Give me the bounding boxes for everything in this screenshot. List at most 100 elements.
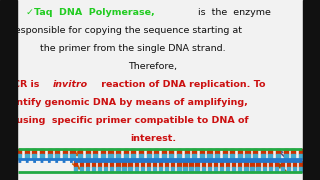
Bar (80, 167, 83, 172)
Bar (208, 167, 211, 172)
Bar (74, 167, 77, 172)
Bar (220, 161, 223, 167)
Text: interest.: interest. (130, 134, 176, 143)
Bar (147, 167, 150, 172)
Bar (281, 167, 284, 172)
Bar (122, 161, 126, 167)
Bar (140, 161, 144, 167)
Bar (202, 167, 205, 172)
Bar (263, 167, 266, 172)
Bar (253, 154, 257, 159)
Bar (162, 148, 166, 154)
Bar (261, 148, 265, 154)
Bar (165, 167, 168, 172)
Bar (86, 167, 89, 172)
Bar (299, 167, 302, 172)
Bar (48, 154, 52, 159)
Bar (291, 154, 295, 159)
Bar (189, 161, 193, 167)
Bar (244, 167, 248, 172)
Bar (116, 154, 120, 159)
Bar (110, 167, 113, 172)
Bar (78, 154, 82, 159)
Bar (134, 161, 138, 167)
Bar (162, 154, 166, 159)
Bar (245, 154, 250, 159)
Bar (140, 167, 144, 172)
Bar (268, 154, 272, 159)
Bar (263, 161, 266, 167)
Bar (147, 161, 150, 167)
Bar (196, 161, 199, 167)
Bar (92, 167, 95, 172)
Bar (93, 148, 97, 154)
Bar (98, 167, 101, 172)
Bar (139, 148, 143, 154)
Bar (0, 0, 17, 180)
Bar (32, 148, 36, 154)
Text: is  the  enzyme: is the enzyme (192, 8, 271, 17)
Bar (40, 154, 44, 159)
Bar (104, 161, 107, 167)
Bar (276, 154, 280, 159)
Bar (238, 167, 242, 172)
Text: PCR is: PCR is (6, 80, 42, 89)
Bar (171, 161, 174, 167)
Bar (192, 154, 196, 159)
Bar (261, 154, 265, 159)
Bar (70, 148, 75, 154)
Bar (238, 148, 242, 154)
Bar (200, 154, 204, 159)
Bar (159, 167, 162, 172)
Bar (214, 167, 217, 172)
Text: reaction of DNA replication. To: reaction of DNA replication. To (98, 80, 266, 89)
Bar (196, 167, 199, 172)
Bar (101, 154, 105, 159)
Bar (226, 161, 229, 167)
Bar (275, 161, 278, 167)
Bar (250, 161, 254, 167)
Bar (159, 161, 162, 167)
Bar (154, 148, 158, 154)
Bar (171, 167, 174, 172)
Bar (232, 167, 236, 172)
Bar (17, 148, 21, 154)
Bar (110, 161, 113, 167)
Bar (183, 161, 187, 167)
Bar (25, 148, 29, 154)
Bar (177, 154, 181, 159)
Bar (63, 148, 67, 154)
Text: the primer from the single DNA strand.: the primer from the single DNA strand. (40, 44, 226, 53)
Bar (124, 148, 128, 154)
Text: responsible for copying the sequence starting at: responsible for copying the sequence sta… (11, 26, 242, 35)
Bar (108, 148, 113, 154)
Bar (165, 161, 168, 167)
Bar (269, 167, 272, 172)
Bar (134, 167, 138, 172)
Bar (284, 148, 288, 154)
Bar (124, 154, 128, 159)
Bar (293, 161, 296, 167)
Bar (200, 148, 204, 154)
Bar (80, 161, 83, 167)
Bar (284, 154, 288, 159)
Bar (183, 167, 187, 172)
Bar (185, 154, 189, 159)
Bar (92, 161, 95, 167)
Bar (244, 161, 248, 167)
Bar (269, 161, 272, 167)
Bar (116, 161, 120, 167)
Bar (226, 167, 229, 172)
Bar (215, 148, 219, 154)
Bar (303, 0, 320, 180)
Bar (230, 154, 234, 159)
Bar (207, 148, 212, 154)
Bar (116, 148, 120, 154)
Bar (32, 154, 36, 159)
Bar (275, 167, 278, 172)
Bar (293, 167, 296, 172)
Bar (214, 161, 217, 167)
Bar (177, 167, 180, 172)
Bar (128, 161, 132, 167)
Text: identify genomic DNA by means of amplifying,: identify genomic DNA by means of amplify… (0, 98, 248, 107)
